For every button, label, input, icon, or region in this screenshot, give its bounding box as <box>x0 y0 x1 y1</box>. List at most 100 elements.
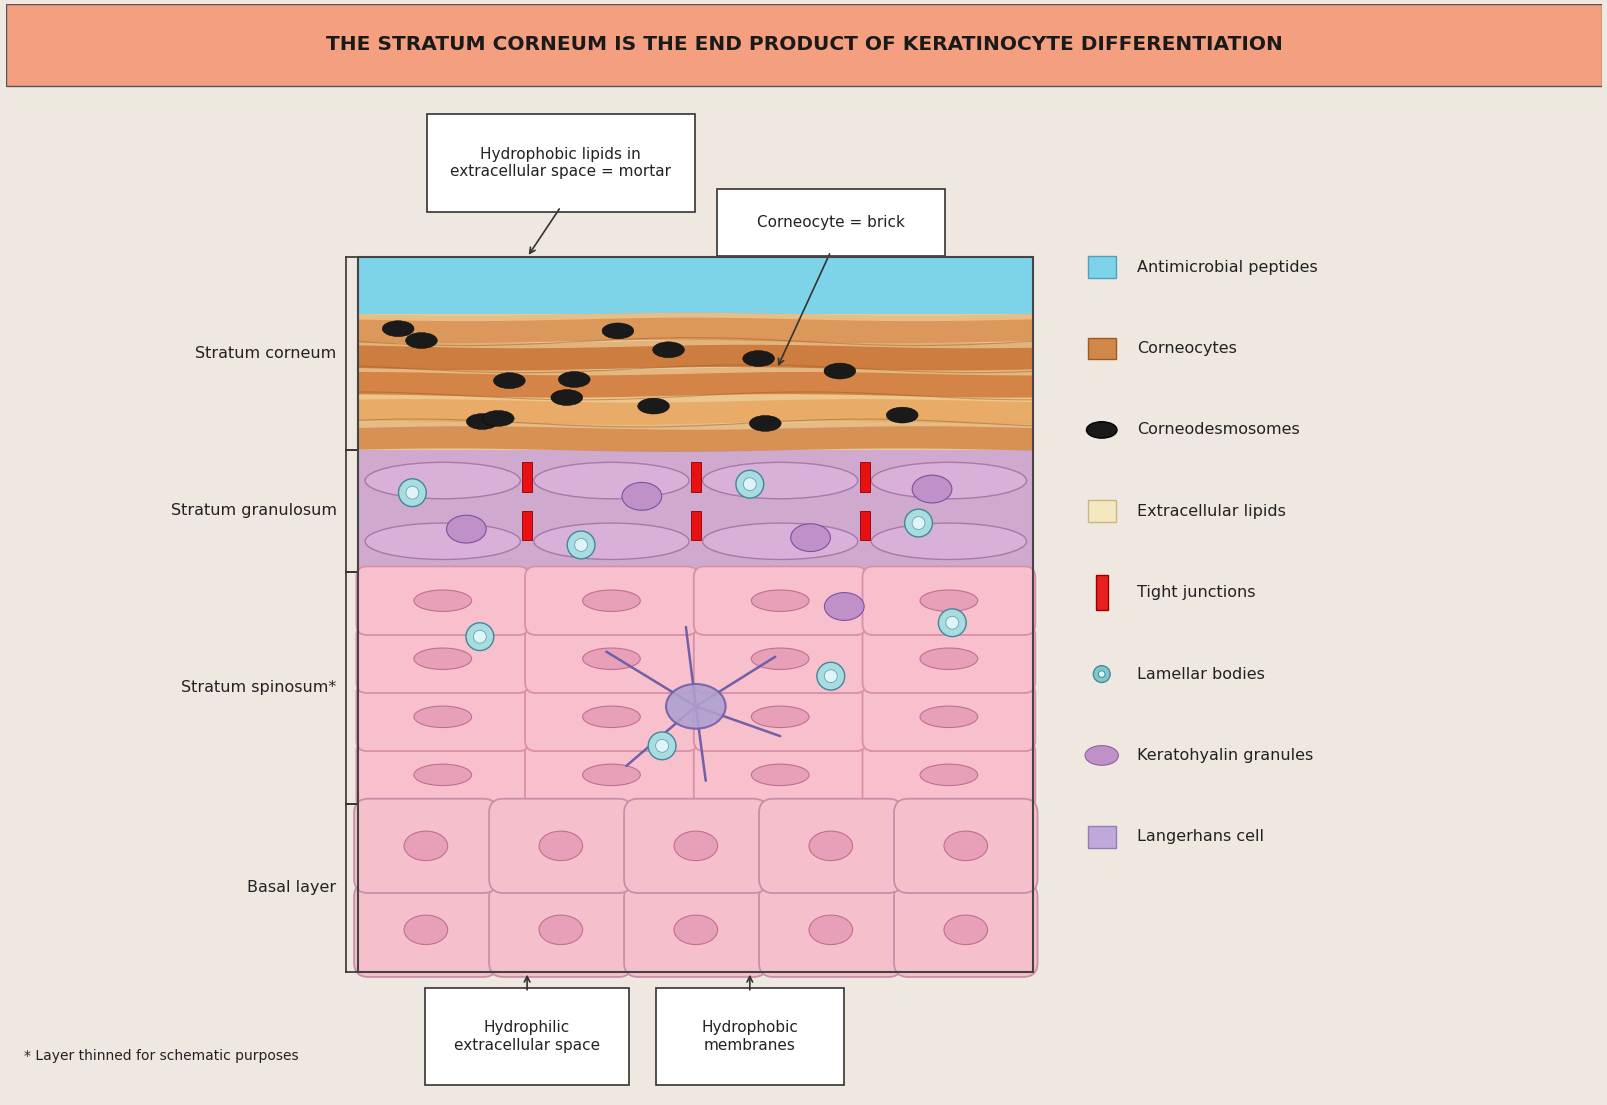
Ellipse shape <box>943 831 987 861</box>
FancyBboxPatch shape <box>693 624 866 693</box>
Ellipse shape <box>824 670 837 683</box>
Ellipse shape <box>938 609 966 636</box>
Bar <box>358 571 1033 804</box>
Ellipse shape <box>399 478 426 506</box>
Bar <box>522 511 532 540</box>
Bar <box>358 315 1033 450</box>
Bar <box>522 462 532 492</box>
Ellipse shape <box>365 523 521 559</box>
Ellipse shape <box>750 706 808 727</box>
Text: Tight junctions: Tight junctions <box>1136 586 1255 600</box>
Ellipse shape <box>405 333 437 348</box>
Ellipse shape <box>638 398 669 414</box>
Bar <box>1088 256 1115 278</box>
Ellipse shape <box>742 350 775 367</box>
Ellipse shape <box>905 509 932 537</box>
Ellipse shape <box>403 831 447 861</box>
Ellipse shape <box>574 538 587 551</box>
Ellipse shape <box>919 706 977 727</box>
Bar <box>1088 825 1115 848</box>
Text: Keratohyalin granules: Keratohyalin granules <box>1136 748 1313 762</box>
FancyBboxPatch shape <box>624 883 767 977</box>
Ellipse shape <box>472 630 485 643</box>
Ellipse shape <box>413 765 471 786</box>
Text: Corneodesmosomes: Corneodesmosomes <box>1136 422 1300 438</box>
Ellipse shape <box>534 462 689 498</box>
Ellipse shape <box>652 341 685 358</box>
Text: Corneocyte = brick: Corneocyte = brick <box>757 215 905 230</box>
Bar <box>1094 576 1107 610</box>
Text: Extracellular lipids: Extracellular lipids <box>1136 504 1286 519</box>
Polygon shape <box>358 340 1033 348</box>
Ellipse shape <box>582 648 640 670</box>
Text: Langerhans cell: Langerhans cell <box>1136 830 1263 844</box>
Ellipse shape <box>413 648 471 670</box>
Ellipse shape <box>749 415 781 431</box>
FancyBboxPatch shape <box>861 683 1035 751</box>
Ellipse shape <box>808 915 852 945</box>
FancyBboxPatch shape <box>354 883 497 977</box>
Polygon shape <box>358 313 1033 322</box>
Polygon shape <box>358 394 1033 402</box>
Ellipse shape <box>403 915 447 945</box>
FancyBboxPatch shape <box>693 567 866 635</box>
Ellipse shape <box>582 765 640 786</box>
Ellipse shape <box>365 462 521 498</box>
Polygon shape <box>358 367 1033 398</box>
Ellipse shape <box>736 471 763 498</box>
FancyBboxPatch shape <box>489 799 632 893</box>
Ellipse shape <box>405 486 418 499</box>
Bar <box>691 462 701 492</box>
Ellipse shape <box>551 390 582 406</box>
Ellipse shape <box>911 475 951 503</box>
Ellipse shape <box>538 915 582 945</box>
Bar <box>860 511 869 540</box>
Bar <box>358 257 1033 315</box>
Ellipse shape <box>582 590 640 611</box>
Ellipse shape <box>534 523 689 559</box>
FancyBboxPatch shape <box>426 988 628 1085</box>
Ellipse shape <box>911 517 924 529</box>
Ellipse shape <box>538 831 582 861</box>
Ellipse shape <box>742 477 755 491</box>
Polygon shape <box>358 394 1033 424</box>
Text: Hydrophobic lipids in
extracellular space = mortar: Hydrophobic lipids in extracellular spac… <box>450 147 672 179</box>
Ellipse shape <box>919 765 977 786</box>
Ellipse shape <box>582 706 640 727</box>
Ellipse shape <box>466 413 498 430</box>
Ellipse shape <box>648 732 675 760</box>
FancyBboxPatch shape <box>861 567 1035 635</box>
Ellipse shape <box>665 684 725 728</box>
Polygon shape <box>358 421 1033 430</box>
FancyBboxPatch shape <box>357 567 529 635</box>
FancyBboxPatch shape <box>525 740 697 809</box>
Ellipse shape <box>1098 671 1104 677</box>
Ellipse shape <box>1086 422 1117 438</box>
Ellipse shape <box>1093 665 1109 683</box>
FancyBboxPatch shape <box>861 740 1035 809</box>
Bar <box>358 257 1033 971</box>
Ellipse shape <box>493 372 525 389</box>
Text: Hydrophilic
extracellular space: Hydrophilic extracellular space <box>453 1020 599 1053</box>
FancyBboxPatch shape <box>354 799 497 893</box>
Ellipse shape <box>567 532 595 559</box>
FancyBboxPatch shape <box>357 683 529 751</box>
Ellipse shape <box>413 590 471 611</box>
Ellipse shape <box>558 371 590 388</box>
Ellipse shape <box>413 706 471 727</box>
Ellipse shape <box>945 617 958 629</box>
FancyBboxPatch shape <box>357 740 529 809</box>
Ellipse shape <box>702 523 857 559</box>
Ellipse shape <box>482 410 514 427</box>
Text: * Layer thinned for schematic purposes: * Layer thinned for schematic purposes <box>24 1049 299 1063</box>
Text: Lamellar bodies: Lamellar bodies <box>1136 666 1265 682</box>
Text: Antimicrobial peptides: Antimicrobial peptides <box>1136 260 1318 275</box>
Text: Stratum granulosum: Stratum granulosum <box>170 504 336 518</box>
Text: Hydrophobic
membranes: Hydrophobic membranes <box>701 1020 797 1053</box>
Bar <box>1088 501 1115 523</box>
Ellipse shape <box>750 765 808 786</box>
Bar <box>6 4 1601 85</box>
Ellipse shape <box>808 831 852 861</box>
Ellipse shape <box>673 831 717 861</box>
Ellipse shape <box>1085 746 1118 766</box>
